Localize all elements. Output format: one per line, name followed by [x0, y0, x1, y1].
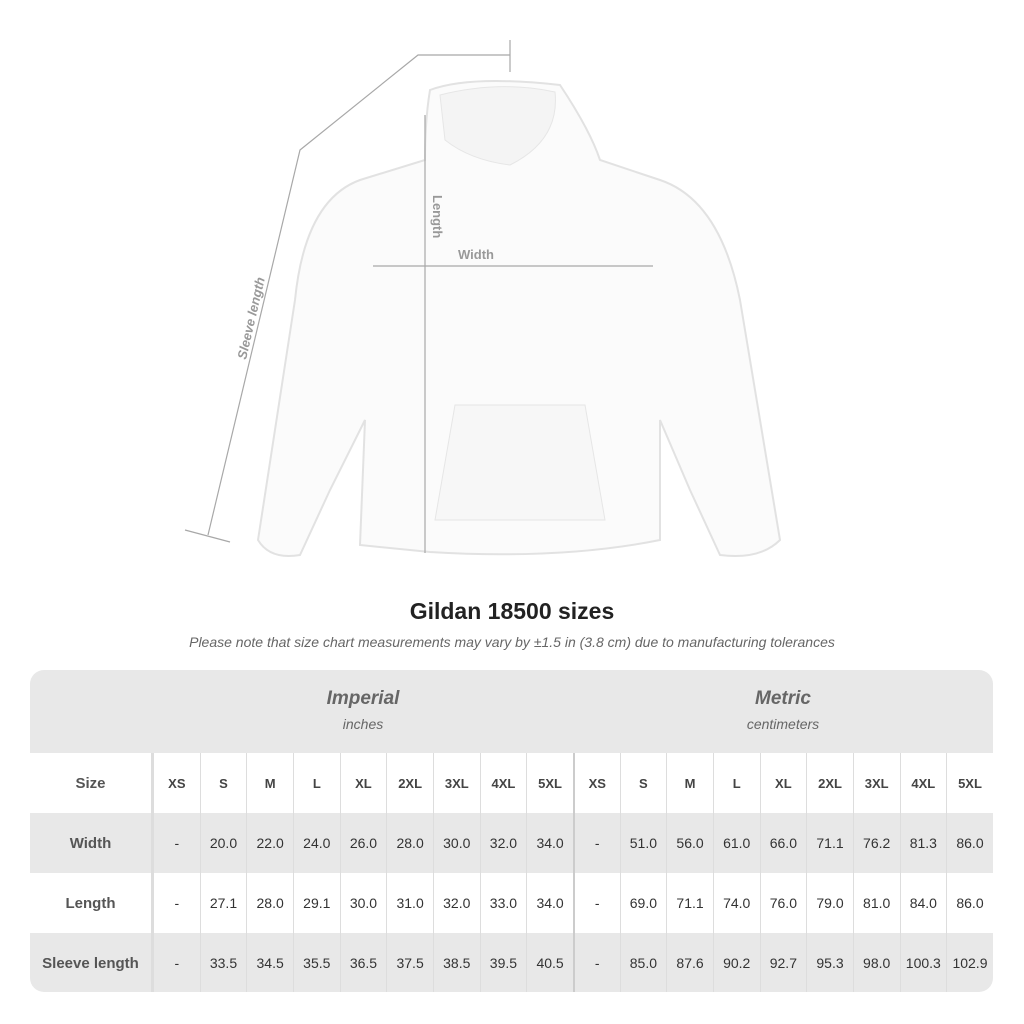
table-cell: 71.1 [806, 813, 853, 873]
table-cell: 51.0 [619, 813, 667, 873]
size-table: Imperial inches Metric centimeters Size X… [30, 670, 993, 992]
table-cell: 37.5 [386, 933, 433, 992]
table-cell: 74.0 [712, 873, 760, 933]
hoodie-body [256, 80, 782, 557]
size-header-cell: 4XL [479, 753, 527, 813]
hoodie-illustration: Sleeve length Length Width [184, 40, 782, 557]
size-header-cell: XS [572, 753, 620, 813]
table-cell: 86.0 [946, 813, 993, 873]
table-cell: 32.0 [432, 873, 480, 933]
size-header-cell: XL [759, 753, 807, 813]
table-cell: 38.5 [432, 933, 480, 992]
width-label: Width [458, 247, 494, 262]
table-row: Sleeve length -33.5 34.5 35.5 36.5 37.5 38.5 39… [30, 933, 993, 992]
table-cell: 29.1 [292, 873, 340, 933]
table-cell: - [153, 873, 200, 933]
table-cell: 35.5 [292, 933, 340, 992]
tolerance-note: Please note that size chart measurements… [189, 634, 835, 650]
size-header-cell: 2XL [386, 753, 433, 813]
group-unit: centimeters [746, 716, 820, 732]
sleeve-measure-line [207, 54, 510, 536]
table-cell: 79.0 [806, 873, 853, 933]
size-header-cell: M [246, 753, 293, 813]
table-cell: 92.7 [759, 933, 807, 992]
hoodie-hood [439, 86, 556, 166]
table-cell: 76.2 [852, 813, 900, 873]
table-cell: 24.0 [292, 813, 340, 873]
size-header-cell: S [619, 753, 667, 813]
table-cell: - [572, 873, 620, 933]
table-cell: 30.0 [432, 813, 480, 873]
table-cell: 100.3 [899, 933, 947, 992]
table-cell: 61.0 [712, 813, 760, 873]
table-cell: 28.0 [246, 873, 293, 933]
table-cell: 33.5 [199, 933, 247, 992]
table-cell: 102.9 [946, 933, 993, 992]
table-row: Width -20.0 22.0 24.0 26.0 28.0 30.0 32.0 34.0-5… [30, 813, 993, 873]
group-header-band: Imperial inches Metric centimeters [30, 670, 993, 753]
table-cell: 81.3 [899, 813, 947, 873]
table-cell: 95.3 [806, 933, 853, 992]
table-cell: 31.0 [386, 873, 433, 933]
table-cell: 34.0 [526, 873, 573, 933]
table-cell: 28.0 [386, 813, 433, 873]
table-cell: - [572, 813, 620, 873]
table-row: Length -27.1 28.0 29.1 30.0 31.0 32.0 33.0 34.0-… [30, 873, 993, 933]
table-cell: 69.0 [619, 873, 667, 933]
table-cell: 84.0 [899, 873, 947, 933]
size-header-cell: XL [339, 753, 387, 813]
size-header-cell: L [712, 753, 760, 813]
group-metric: Metric centimeters [573, 688, 993, 732]
size-header-cell: 2XL [806, 753, 853, 813]
table-cell: 27.1 [199, 873, 247, 933]
row-label: Size [30, 753, 153, 813]
table-cell: 34.0 [526, 813, 573, 873]
group-title: Metric [755, 688, 811, 709]
table-cell: 87.6 [666, 933, 713, 992]
table-cell: 22.0 [246, 813, 293, 873]
table-cell: 71.1 [666, 873, 713, 933]
sleeve-label: Sleeve length [234, 276, 267, 361]
table-cell: 20.0 [199, 813, 247, 873]
row-label: Sleeve length [30, 933, 153, 992]
size-header-cell: 5XL [946, 753, 993, 813]
table-cell: 90.2 [712, 933, 760, 992]
table-cell: 32.0 [479, 813, 527, 873]
table-cell: 56.0 [666, 813, 713, 873]
table-cell: 33.0 [479, 873, 527, 933]
table-cell: 40.5 [526, 933, 573, 992]
table-cell: 98.0 [852, 933, 900, 992]
table-cell: 76.0 [759, 873, 807, 933]
group-unit: inches [342, 716, 384, 732]
length-label: Length [430, 195, 445, 238]
table-cell: 86.0 [946, 873, 993, 933]
row-label: Length [30, 873, 153, 933]
table-cell: - [153, 813, 200, 873]
size-header-cell: S [199, 753, 247, 813]
size-header-cell: M [666, 753, 713, 813]
page-title: Gildan 18500 sizes [409, 598, 615, 624]
group-imperial: Imperial inches [153, 688, 573, 732]
size-header-cell: 3XL [852, 753, 900, 813]
table-cell: 34.5 [246, 933, 293, 992]
hoodie-pocket [434, 404, 606, 521]
table-cell: - [153, 933, 200, 992]
table-cell: 30.0 [339, 873, 387, 933]
table-cell: 36.5 [339, 933, 387, 992]
table-cell: 26.0 [339, 813, 387, 873]
row-label: Width [30, 813, 153, 873]
table-cell: 39.5 [479, 933, 527, 992]
group-title: Imperial [326, 688, 400, 709]
table-cell: 85.0 [619, 933, 667, 992]
size-header-cell: L [292, 753, 340, 813]
table-cell: - [572, 933, 620, 992]
size-header-cell: XS [153, 753, 200, 813]
table-cell: 66.0 [759, 813, 807, 873]
size-header-cell: 3XL [432, 753, 480, 813]
size-header-cell: 5XL [526, 753, 573, 813]
size-header-row: Size XS S M L XL 2XL 3XL 4XL 5XL XS S M L XL 2XL 3XL 4XL 5… [30, 753, 993, 813]
size-header-cell: 4XL [899, 753, 947, 813]
table-cell: 81.0 [852, 873, 900, 933]
